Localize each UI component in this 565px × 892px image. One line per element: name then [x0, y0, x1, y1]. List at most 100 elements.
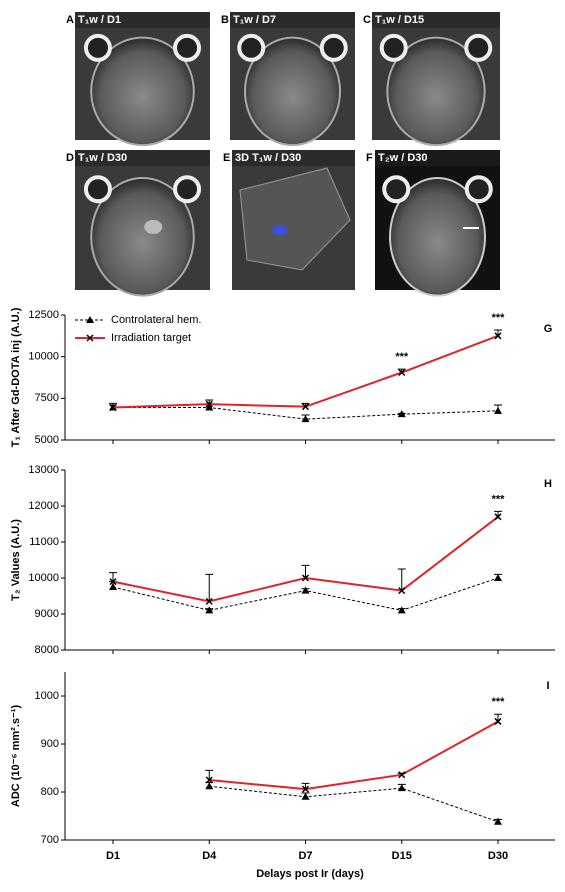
- mri-eye: [83, 33, 112, 62]
- y-tick-label: 11000: [29, 536, 59, 548]
- panel-letter: B: [221, 14, 229, 26]
- y-tick-label: 9000: [35, 608, 59, 620]
- data-point: [301, 403, 310, 411]
- data-point: [398, 368, 406, 377]
- mri-brain: [386, 36, 486, 147]
- data-point: [398, 771, 406, 779]
- y-tick-label: 13000: [28, 464, 59, 476]
- mri-brain: [389, 177, 486, 297]
- legend-marker: [86, 334, 94, 342]
- data-point: [494, 574, 502, 581]
- series-line: [113, 407, 499, 420]
- data-point: [301, 586, 310, 594]
- panel-letter: G: [544, 323, 553, 335]
- data-point: [301, 792, 310, 800]
- x-tick-label: D7: [298, 850, 312, 862]
- image-label-bg: [375, 150, 500, 166]
- image-label-bg: [230, 12, 355, 28]
- mri-eye: [464, 175, 493, 204]
- data-point: [494, 513, 502, 521]
- error-bar: [109, 572, 117, 582]
- mri-eye: [464, 33, 493, 62]
- data-point: [494, 406, 502, 414]
- mri-eye: [173, 33, 202, 62]
- data-point: [397, 606, 406, 614]
- error-bar: [301, 564, 310, 578]
- image-label-bg: [372, 12, 500, 28]
- legend-label: Controlateral hem.: [111, 314, 202, 326]
- data-point: [205, 403, 214, 411]
- y-tick-label: 5000: [35, 434, 59, 446]
- panel-letter: H: [544, 478, 552, 490]
- data-point: [301, 574, 310, 582]
- x-tick-label: D15: [392, 850, 412, 862]
- y-axis-label: T₁ After Gd-DOTA inj (A.U.): [10, 307, 22, 447]
- y-tick-label: 10000: [28, 572, 59, 584]
- data-point: [205, 606, 214, 614]
- panel-letter: I: [546, 680, 549, 692]
- y-tick-label: 12500: [28, 309, 59, 321]
- image-label: T₁w / D30: [78, 152, 127, 164]
- image-label: T₁w / D7: [233, 14, 276, 26]
- data-point: [397, 410, 406, 418]
- error-bar: [205, 573, 214, 602]
- y-tick-label: 800: [41, 786, 59, 798]
- error-bar: [205, 769, 214, 780]
- data-point: [109, 403, 117, 412]
- mri-eye: [319, 33, 348, 62]
- significance: ***: [492, 696, 506, 708]
- error-bar: [494, 713, 502, 722]
- data-point: [109, 578, 117, 586]
- image-label: T₁w / D1: [78, 14, 121, 26]
- series-line: [112, 334, 499, 409]
- mri-brain: [244, 36, 341, 147]
- image-label-bg: [232, 150, 355, 166]
- data-point: [494, 817, 502, 825]
- y-tick-label: 1000: [35, 690, 59, 702]
- significance: ***: [395, 351, 409, 363]
- legend-label: Irradiation target: [111, 332, 191, 344]
- data-point: [301, 785, 310, 793]
- mri-eye: [83, 175, 112, 204]
- legend-marker: [86, 316, 94, 323]
- y-tick-label: 900: [41, 738, 59, 750]
- panel-letter: F: [366, 152, 373, 164]
- image-label-bg: [75, 150, 210, 166]
- data-point: [205, 776, 213, 784]
- panel-letter: A: [66, 14, 74, 26]
- x-tick-label: D1: [106, 850, 120, 862]
- data-point: [494, 332, 502, 340]
- image-label-bg: [75, 12, 210, 28]
- mri-eye: [382, 175, 411, 204]
- data-point: [301, 415, 310, 423]
- y-axis-label: ADC (10⁻⁶ mm².s⁻¹): [10, 705, 22, 808]
- data-point: [205, 597, 213, 605]
- y-axis-label: T₂ Values (A.U.): [10, 519, 22, 601]
- x-tick-label: D4: [202, 850, 217, 862]
- y-tick-label: 10000: [28, 351, 59, 363]
- mri-volume: [239, 167, 351, 271]
- data-point: [397, 784, 406, 792]
- mri-lesion: [144, 220, 163, 234]
- series-line: [209, 785, 499, 823]
- image-label: T₂w / D30: [378, 152, 428, 164]
- y-tick-label: 7500: [35, 392, 59, 404]
- mri-eye: [379, 33, 408, 62]
- data-point: [205, 400, 213, 408]
- series-line: [209, 720, 499, 791]
- data-point: [205, 782, 214, 790]
- panel-letter: C: [363, 14, 371, 26]
- significance: ***: [492, 312, 506, 324]
- data-point: [494, 717, 502, 725]
- mri-highlight: [272, 225, 288, 235]
- mri-brain: [90, 177, 195, 297]
- y-tick-label: 700: [41, 834, 59, 846]
- significance: ***: [492, 493, 506, 505]
- mri-eye: [173, 175, 202, 204]
- y-tick-label: 12000: [28, 500, 59, 512]
- x-tick-label: D30: [488, 850, 508, 862]
- panel-letter: D: [66, 152, 74, 164]
- panel-letter: E: [223, 152, 230, 164]
- data-point: [109, 583, 117, 590]
